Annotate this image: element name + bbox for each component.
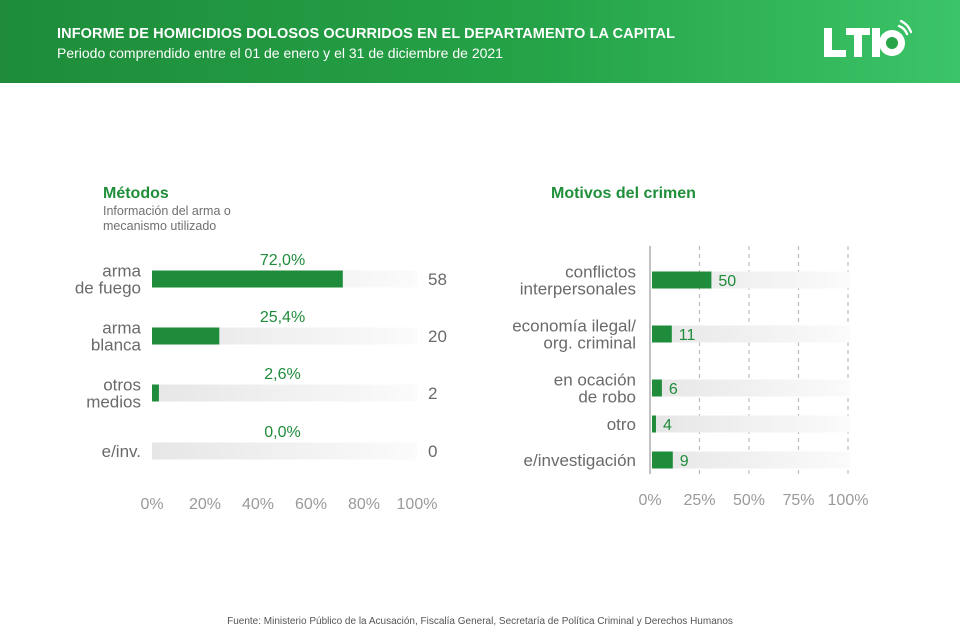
- motives-title: Motivos del crimen: [551, 185, 696, 202]
- x-tick-label: 60%: [295, 496, 327, 513]
- header-banner: INFORME DE HOMICIDIOS DOLOSOS OCURRIDOS …: [0, 0, 960, 83]
- x-tick-label: 80%: [348, 496, 380, 513]
- category-label: e/investigación: [524, 451, 636, 470]
- report-subtitle: Periodo comprendido entre el 01 de enero…: [57, 45, 503, 61]
- value-label: 2: [428, 384, 437, 403]
- x-tick-label: 100%: [397, 496, 438, 513]
- x-tick-label: 25%: [683, 492, 715, 509]
- percent-label: 25,4%: [260, 309, 305, 326]
- value-label: 4: [663, 417, 672, 434]
- source-footnote: Fuente: Ministerio Público de la Acusaci…: [227, 616, 733, 627]
- track-bar: [652, 451, 850, 469]
- category-label: conflictos: [565, 263, 636, 282]
- percent-label: 2,6%: [264, 366, 300, 383]
- x-tick-label: 100%: [828, 492, 869, 509]
- value-label: 11: [679, 327, 696, 344]
- value-label: 9: [680, 453, 689, 470]
- category-label: otro: [607, 415, 636, 434]
- category-label: economía ilegal/: [512, 317, 636, 336]
- x-tick-label: 40%: [242, 496, 274, 513]
- category-label: org. criminal: [543, 334, 636, 353]
- methods-title: Métodos: [103, 185, 169, 202]
- value-bar: [152, 327, 220, 345]
- category-label: interpersonales: [520, 280, 636, 299]
- x-tick-label: 50%: [733, 492, 765, 509]
- track-bar: [152, 384, 417, 402]
- category-label: arma: [102, 262, 141, 281]
- category-label: otros: [103, 376, 141, 395]
- value-bar: [652, 271, 712, 289]
- value-bar: [652, 325, 672, 343]
- value-label: 50: [718, 273, 736, 290]
- percent-label: 0,0%: [264, 424, 300, 441]
- category-label: arma: [102, 319, 141, 338]
- category-label: e/inv.: [102, 442, 141, 461]
- track-bar: [152, 442, 417, 460]
- track-bar: [652, 415, 850, 433]
- track-bar: [652, 325, 850, 343]
- track-bar: [652, 379, 850, 397]
- category-label: en ocación: [554, 371, 636, 390]
- report-title: INFORME DE HOMICIDIOS DOLOSOS OCURRIDOS …: [57, 26, 676, 42]
- value-label: 58: [428, 270, 447, 289]
- lt10-logo: [824, 20, 912, 57]
- value-bar: [652, 415, 656, 433]
- value-bar: [652, 451, 673, 469]
- value-bar: [152, 270, 343, 288]
- category-label: de robo: [578, 388, 636, 407]
- value-label: 6: [669, 381, 678, 398]
- value-label: 0: [428, 442, 437, 461]
- value-bar: [152, 384, 159, 402]
- value-label: 20: [428, 327, 447, 346]
- x-tick-label: 75%: [782, 492, 814, 509]
- category-label: de fuego: [75, 279, 141, 298]
- methods-description: Información del arma o mecanismo utiliza…: [103, 204, 231, 233]
- x-tick-label: 20%: [189, 496, 221, 513]
- percent-label: 72,0%: [260, 252, 305, 269]
- x-tick-label: 0%: [638, 492, 661, 509]
- x-tick-label: 0%: [140, 496, 163, 513]
- value-bar: [652, 379, 662, 397]
- category-label: blanca: [91, 336, 142, 355]
- category-label: medios: [86, 393, 141, 412]
